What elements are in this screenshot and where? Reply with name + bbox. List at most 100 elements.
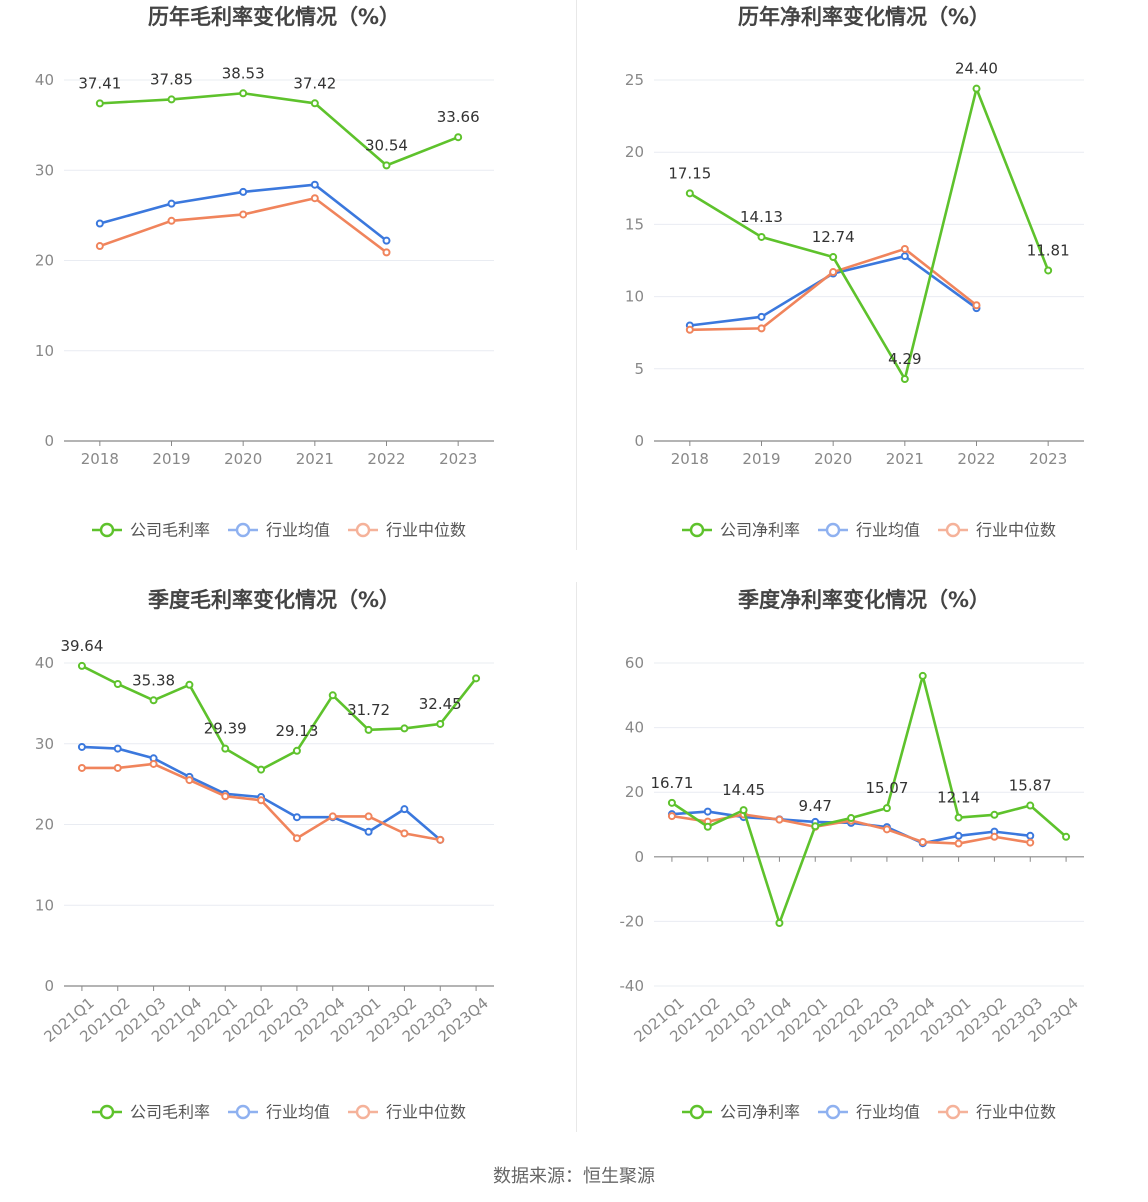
legend-item-company[interactable]: 公司毛利率 — [92, 521, 210, 540]
y-tick-label: 10 — [35, 342, 54, 360]
legend-label: 公司净利率 — [720, 521, 800, 540]
chart-2: 历年净利率变化情况（%） 0 5 10 15 20 25 2018 2019 2020 2021 20… — [625, 5, 1084, 540]
data-point-median — [954, 839, 963, 848]
data-point-company — [775, 919, 784, 928]
data-point-company — [757, 232, 766, 241]
data-label: 33.66 — [437, 108, 480, 126]
chart-title: 历年毛利率变化情况（%） — [148, 5, 400, 29]
legend-label: 行业中位数 — [386, 521, 466, 540]
data-point-company — [1062, 832, 1071, 841]
data-label: 12.14 — [937, 789, 980, 807]
y-tick-label: 25 — [625, 71, 644, 89]
legend-item-avg[interactable]: 行业均值 — [228, 521, 330, 540]
data-point-company — [436, 719, 445, 728]
data-point-median — [918, 837, 927, 846]
legend-label: 公司毛利率 — [130, 521, 210, 540]
data-label: 37.42 — [293, 74, 336, 92]
chart-title: 历年净利率变化情况（%） — [738, 5, 990, 29]
data-label: 29.13 — [275, 722, 318, 740]
data-label: 14.13 — [740, 208, 783, 226]
data-point-company — [454, 133, 463, 142]
data-label: 9.47 — [799, 797, 832, 815]
chart-3: 季度毛利率变化情况（%）0102030402021Q12021Q22021Q32… — [35, 588, 494, 1122]
data-point-avg — [113, 744, 122, 753]
data-point-median — [221, 792, 230, 801]
data-point-company — [310, 99, 319, 108]
data-point-company — [703, 822, 712, 831]
data-point-company — [882, 804, 891, 813]
y-tick-label: 40 — [625, 719, 644, 737]
divider-top — [576, 0, 577, 550]
data-point-avg — [703, 807, 712, 816]
data-point-company — [364, 725, 373, 734]
series-line-company — [689, 87, 1050, 381]
x-tick-label-2019: 2019 — [742, 450, 780, 468]
y-tick-label: 30 — [35, 735, 54, 753]
data-point-median — [882, 825, 891, 834]
data-point-median — [757, 324, 766, 333]
data-point-company — [239, 89, 248, 98]
data-point-avg — [400, 805, 409, 814]
data-point-avg — [364, 827, 373, 836]
legend-item-avg[interactable]: 行业均值 — [818, 521, 920, 540]
data-point-company — [95, 99, 104, 108]
legend-item-median[interactable]: 行业中位数 — [348, 1103, 466, 1122]
legend-item-company[interactable]: 公司净利率 — [682, 1103, 800, 1122]
x-tick-label-2023: 2023 — [439, 450, 477, 468]
data-point-avg — [310, 180, 319, 189]
legend-item-company[interactable]: 公司毛利率 — [92, 1103, 210, 1122]
y-tick-label: 20 — [35, 252, 54, 270]
data-point-company — [1026, 801, 1035, 810]
data-point-median — [900, 244, 909, 253]
data-label: 35.38 — [132, 671, 175, 689]
legend-marker — [235, 522, 251, 538]
legend-marker — [825, 522, 841, 538]
data-point-median — [400, 829, 409, 838]
data-point-company — [167, 95, 176, 104]
y-tick-label: 0 — [634, 432, 644, 450]
legend-marker — [945, 522, 961, 538]
legend-item-median[interactable]: 行业中位数 — [938, 1103, 1056, 1122]
y-tick-label: 40 — [35, 71, 54, 89]
data-label: 39.64 — [60, 637, 103, 655]
data-point-company — [918, 671, 927, 680]
data-point-avg — [95, 219, 104, 228]
data-point-median — [364, 812, 373, 821]
data-point-company — [829, 253, 838, 262]
y-tick-label: 0 — [44, 977, 54, 995]
legend-label: 行业均值 — [266, 521, 330, 540]
data-label: 29.39 — [204, 720, 247, 738]
data-point-avg — [167, 199, 176, 208]
legend-item-median[interactable]: 行业中位数 — [348, 521, 466, 540]
legend-item-median[interactable]: 行业中位数 — [938, 521, 1056, 540]
data-point-median — [239, 210, 248, 219]
x-tick-label-2023: 2023 — [1029, 450, 1067, 468]
y-tick-label: 5 — [634, 360, 644, 378]
legend-label: 行业中位数 — [976, 1103, 1056, 1122]
data-label: 15.87 — [1009, 777, 1052, 795]
data-label: 37.85 — [150, 70, 193, 88]
series-line-company — [81, 664, 478, 771]
legend-item-company[interactable]: 公司净利率 — [682, 521, 800, 540]
data-point-avg — [292, 813, 301, 822]
series-line-company — [99, 91, 459, 167]
data-point-company — [257, 765, 266, 774]
legend-marker — [825, 1104, 841, 1120]
data-label: 24.40 — [955, 60, 998, 78]
data-point-median — [167, 216, 176, 225]
legend-item-avg[interactable]: 行业均值 — [228, 1103, 330, 1122]
y-tick-label: -40 — [620, 977, 645, 995]
legend-item-avg[interactable]: 行业均值 — [818, 1103, 920, 1122]
x-tick-label-2018: 2018 — [81, 450, 119, 468]
data-point-median — [149, 759, 158, 768]
y-tick-label: 10 — [625, 288, 644, 306]
data-label: 32.45 — [419, 695, 462, 713]
chart-1: 历年毛利率变化情况（%） 0 10 20 30 40 2018 2019 2020 2021 202… — [35, 5, 494, 540]
data-point-median — [667, 812, 676, 821]
data-point-median — [436, 835, 445, 844]
data-point-company — [972, 84, 981, 93]
data-point-company — [954, 813, 963, 822]
y-tick-label: 10 — [35, 896, 54, 914]
data-point-company — [185, 680, 194, 689]
data-point-median — [685, 325, 694, 334]
